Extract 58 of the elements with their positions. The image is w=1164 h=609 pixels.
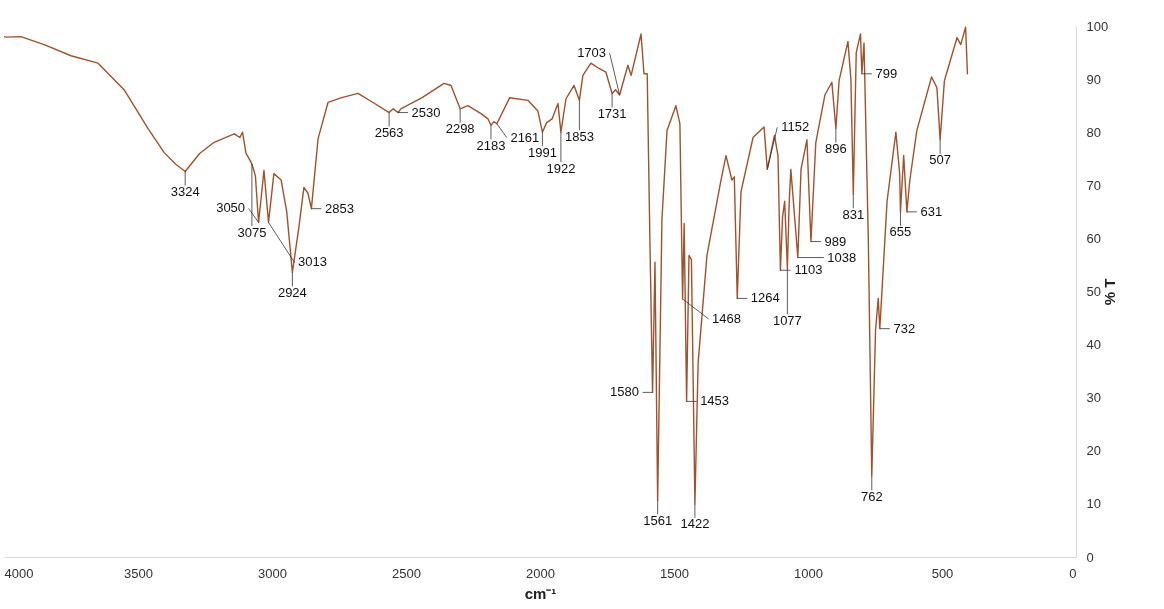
- annotation: 1731: [597, 105, 627, 121]
- annotation: 2161: [510, 129, 540, 145]
- x-tick-label: 1500: [660, 565, 689, 581]
- annotation: 1922: [546, 160, 576, 176]
- y-tick-label: 20: [1086, 443, 1101, 459]
- x-tick-label: 500: [931, 565, 954, 581]
- annotation: 655: [889, 224, 912, 240]
- y-tick-label: 50: [1086, 284, 1101, 299]
- annotation: 3324: [170, 183, 200, 199]
- annotation: 1453: [700, 393, 730, 409]
- annotation: 1152: [781, 119, 810, 135]
- y-tick-label: 40: [1086, 337, 1101, 353]
- y-tick-label: 30: [1086, 390, 1101, 406]
- x-axis-title: cm⁻¹: [524, 584, 557, 602]
- annotation: 3075: [237, 224, 267, 240]
- annotation: 2298: [445, 121, 475, 137]
- annotation: 1264: [750, 290, 780, 306]
- annotation: 1580: [610, 384, 640, 400]
- y-tick-label: 10: [1086, 496, 1101, 512]
- x-tick-label: 3500: [124, 565, 153, 581]
- annotation: 1561: [643, 512, 673, 528]
- annotation: 1422: [680, 516, 710, 532]
- x-tick-label: 3000: [258, 565, 287, 581]
- annotation: 1038: [827, 249, 857, 265]
- annotation: 1853: [564, 128, 594, 144]
- x-tick-label: 1000: [794, 565, 823, 581]
- y-tick-label: 0: [1086, 549, 1094, 565]
- annotation: 2563: [374, 125, 404, 141]
- annotation: 762: [860, 488, 883, 504]
- annotation: 1103: [794, 262, 823, 278]
- y-axis-title: % T: [1101, 278, 1119, 306]
- line-series: [4, 26, 969, 505]
- x-tick-label: 4000: [4, 565, 34, 581]
- x-tick-label: 2000: [526, 565, 555, 581]
- annotation: 2924: [277, 284, 307, 300]
- annotation: 989: [824, 233, 847, 249]
- annotation: 831: [842, 206, 865, 222]
- annotation: 1703: [577, 45, 607, 61]
- annotation: 3050: [216, 200, 246, 216]
- y-tick-label: 60: [1086, 230, 1101, 246]
- y-tick-label: 70: [1086, 177, 1101, 193]
- annotation: 2183: [476, 137, 506, 153]
- x-tick-label: 2500: [392, 565, 421, 581]
- annotation: 1077: [772, 312, 802, 328]
- x-tick-label: 0: [1069, 565, 1077, 581]
- y-tick-label: 100: [1086, 18, 1109, 34]
- annotation: 631: [920, 203, 943, 219]
- annotation: 1468: [712, 310, 742, 326]
- y-tick-label: 90: [1086, 71, 1101, 87]
- annotation: 1991: [527, 144, 557, 160]
- annotation: 799: [875, 65, 898, 81]
- annotation: 2530: [411, 104, 441, 120]
- annotation: 2853: [324, 200, 354, 216]
- annotation: 507: [929, 152, 951, 168]
- annotation: 732: [893, 320, 916, 336]
- annotation: 3013: [298, 254, 327, 270]
- annotation: 896: [825, 140, 847, 156]
- y-tick-label: 80: [1086, 124, 1101, 140]
